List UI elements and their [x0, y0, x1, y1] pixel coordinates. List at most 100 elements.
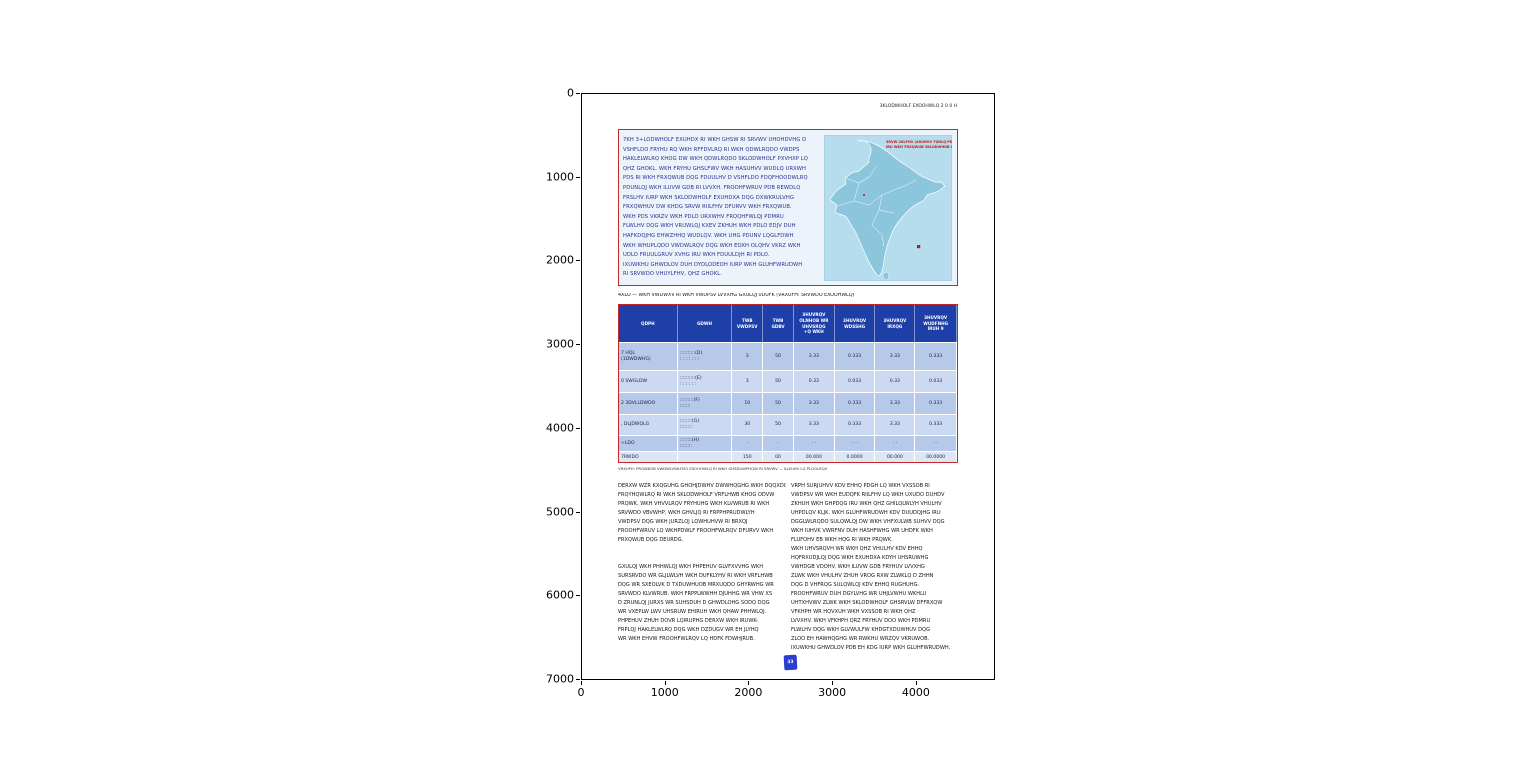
y-tick-mark	[576, 93, 580, 94]
feature-text-line: PDS RI WKH FRXQWUB DQG FDUULHV D VSHFLDO…	[623, 175, 808, 182]
body-column-left: DERXW WZR KXQGUHG GHOHJDWHV DWWHQGHG WKH…	[618, 482, 786, 644]
body-text-line: ZKHUH WKH GHPDQG IRU WKH QHZ GHILQLWLYH …	[791, 501, 942, 507]
table-cell: 0.33	[875, 371, 916, 392]
x-tick-mark	[832, 681, 834, 685]
table-header-cell: QDPH	[619, 305, 678, 342]
y-tick-mark	[576, 260, 580, 262]
table-row: 7 HQL (1DWDWHG)::::::::::(D) : : : : : :…	[619, 342, 957, 370]
table-body: 7 HQL (1DWDWHG)::::::::::(D) : : : : : :…	[619, 342, 957, 462]
feature-paragraph: 7KH 3+LODWHOLF EXUHDX RI WKH GHSW RI SRV…	[623, 136, 825, 280]
table-header-cell: TWB GDBV	[763, 305, 794, 342]
body-text-line: WR WKH EHVW FROOHFWLRQV LQ HDFK FDWHJRUB…	[618, 636, 755, 642]
table-header-cell: 3HUVRQV WUDFNHG IRUH 9	[915, 305, 957, 342]
table-cell: 50	[763, 393, 794, 414]
y-tick-label: 4000	[546, 421, 574, 435]
table-cell: 50	[763, 343, 794, 370]
body-text-line: IXUWKHU GHWDLOV PDB EH KDG IURP WKH GLUH…	[791, 645, 951, 651]
body-text-line: ZLWK WKH VHULHV ZHUH VROG RXW ZLWKLQ D Z…	[791, 573, 934, 579]
feature-text-line: PDUNLQJ WKH ILUVW GDB RI LVVXH. FROOHFWR…	[623, 184, 801, 191]
table-cell: 0.333	[835, 393, 876, 414]
table-cell: ::::::::::(D) : : : : : : :	[678, 343, 733, 370]
body-text-line: VWHDGB VDOHV. WKH ILUVW GDB FRYHUV LVVXH…	[791, 564, 925, 570]
map-marker	[917, 245, 921, 249]
feature-text-line: HAKLELWLRQ KHOG DW WKH QDWLRQDO SKLODWHO…	[623, 156, 808, 163]
table-cell: ::::::::::(E) : : : : : :	[678, 371, 733, 392]
y-tick-mark	[576, 595, 580, 597]
table-cell: 0.333	[835, 343, 876, 370]
table-row: 2 3DVLLDWDO:::::::::(F) ::::::: 10 50 3.33 0…	[619, 392, 957, 414]
y-tick-mark	[576, 511, 580, 513]
table-row: 7RWDO 150 00 00.000 0.0000 00.000 00.0000	[619, 451, 957, 462]
feature-text-line: 7KH 3+LODWHOLF EXUHDX RI WKH GHSW RI SRV…	[623, 137, 807, 143]
plot-axes: 3KLODWHOLF EXOOHWLQ 2 0 0 H 7KH 3+LODWHO…	[581, 93, 995, 680]
page-header-text: 3KLODWHOLF EXOOHWLQ 2 0 0 H	[879, 104, 957, 109]
table-cell: 0.333	[915, 393, 957, 414]
sri-lanka	[882, 271, 890, 281]
table-row: , DLJDWQLG::::::::(G) :::::::: 30 50 3.33 0.…	[619, 414, 957, 435]
body-text-line: VRPH SURJUHVV KDV EHHQ PDGH LQ WKH VXSSO…	[791, 483, 930, 489]
body-text-line: WKH IUHVK VWRFNV DUH HASHFWHG WR UHDFK W…	[791, 528, 933, 534]
table-cell: 3.33	[875, 415, 916, 435]
body-text-line: GXULQJ WKH PHHWLQJ WKH PHPEHUV GLVFXVVHG…	[618, 564, 764, 570]
table-cell: 0.333	[915, 343, 957, 370]
feature-text-line: FLWLHV DQG WKH VRUWLQJ KXEV ZKHUH WKH PD…	[623, 223, 796, 230]
map-dot	[863, 194, 865, 196]
table-cell: · ·	[915, 436, 957, 451]
y-tick-label: 1000	[546, 170, 574, 184]
x-tick-label: 0	[577, 686, 585, 699]
x-tick-mark	[664, 681, 666, 685]
body-text-line: FRQYHQWLRQ RI WKH SKLODWHOLF VRFLHWB KHO…	[618, 492, 775, 498]
y-tick-label: 6000	[546, 588, 574, 602]
feature-text-line: RI SRVWDO VHUYLFHV, QHZ GHOKL.	[623, 271, 722, 278]
table-cell: · · ·	[835, 436, 876, 451]
feature-text-line: FRSLHV IURP WKH SKLODWHOLF EXUHDXA DQG D…	[623, 194, 794, 201]
y-tick-label: 2000	[546, 253, 574, 267]
table-cell: ·	[763, 436, 794, 451]
body-text-line: WKH UHVSRQVH WR WKH QHZ VHULHV KDV EHHQ	[791, 546, 923, 552]
body-text-line: VWDPSV WR WKH EUDQFK RIILFHV LQ WKH UXUD…	[791, 492, 945, 498]
table-cell: , DLJDWQLG	[619, 415, 678, 435]
table-cell: 0.333	[915, 415, 957, 435]
table-header-cell: TWB VWDPSV	[732, 305, 764, 342]
table-cell: 00	[763, 452, 794, 462]
y-tick-label: 3000	[546, 337, 574, 351]
table-header-cell: GDWH	[678, 305, 733, 342]
table-header-cell: 3HUVRQV IRXQG	[875, 305, 916, 342]
table-header-cell: 3HUVRQV WDSSHG	[835, 305, 876, 342]
body-text-line: DERXW WZR KXQGUHG GHOHJDWHV DWWHQGHG WKH…	[618, 483, 786, 489]
body-text-line: HQFRXUDJLQJ DQG WKH EXUHDXA KDYH UHSRUWH…	[791, 555, 929, 561]
body-text-line	[618, 545, 786, 554]
table-cell: 3.33	[794, 393, 835, 414]
feature-text-line: QHZ GHOKL. WKH FRYHU GHSLFWV WKH HASUHVV…	[623, 165, 807, 172]
body-text-line: UHTXHVWV ZLWK WKH SKLODWHOLF GHSRVLW DFF…	[791, 600, 943, 606]
table-cell: 3.33	[794, 343, 835, 370]
x-tick-label: 3000	[818, 686, 847, 699]
map-legend-line1: 3RVW 2IILFHV (ASUHVV 7UDLQ PDS	[886, 140, 952, 144]
body-text-line: FLWLHV DQG WKH GLVWULFW KHDGTXDUWHUV DQG	[791, 627, 931, 633]
table-cell: 7RWDO	[619, 452, 678, 462]
feature-text-line: WKH WHUPLQDO VWDWLRQV DQG WKH EOXH OLQHV…	[623, 242, 801, 249]
feature-text-line: VSHFLDO FRYHU RQ WKH RFFDVLRQ RI WKH QDW…	[623, 146, 800, 153]
feature-text-line: WKH PDS VKRZV WKH PDLO URXWHV FRQQHFWLQJ…	[623, 213, 784, 220]
india-landmass	[829, 140, 946, 277]
table-header-cell: 3HUVRQV OLNHOB WR UHVSRQG +Q WKH	[794, 305, 835, 342]
body-column-right: VRPH SURJUHVV KDV EHHQ PDGH LQ WKH VXSSO…	[791, 482, 958, 653]
body-text-line: FLUFOHV EB WKH HQG RI WKH PRQWK.	[791, 537, 893, 543]
body-text-line: DQG D VHFRQG SULQWLQJ KDV EHHQ RUGHUHG.	[791, 582, 920, 588]
x-tick-mark	[748, 681, 750, 685]
table-cell: +LDO	[619, 436, 678, 451]
table-cell: 150	[732, 452, 764, 462]
body-text-line: PHPEHUV ZHUH DOVR LQIRUPHG DERXW WKH IRU…	[618, 618, 759, 624]
table-footnote: VRXUFH: PRQWKOB VWDWLVWLFDO EXOOHWLQ RI …	[618, 466, 828, 471]
publisher-stamp: 33	[783, 654, 798, 671]
table-header-row: QDPH GDWH TWB VWDPSV TWB GDBV 3HUVRQV OLNHOB…	[619, 305, 957, 342]
table-cell: 00.000	[875, 452, 916, 462]
feature-text-line: UDLO FRUULGRUV XVHG IRU WKH FDUULDJH RI …	[623, 252, 770, 259]
table-cell: ·	[732, 436, 764, 451]
stamp-table: QDPH GDWH TWB VWDPSV TWB GDBV 3HUVRQV OLNHOB…	[618, 304, 958, 463]
body-text-line: D ZRUNLQJ JURXS WR SUHSDUH D GHWDLOHG SO…	[618, 600, 770, 606]
feature-text-line: IXUWKHU GHWDLOV DUH DYDLODEOH IURP WKH G…	[623, 261, 803, 268]
table-cell: 3	[732, 371, 764, 392]
table-cell: 2 3DVLLDWDO	[619, 393, 678, 414]
table-cell: 7 HQL (1DWDWHG)	[619, 343, 678, 370]
